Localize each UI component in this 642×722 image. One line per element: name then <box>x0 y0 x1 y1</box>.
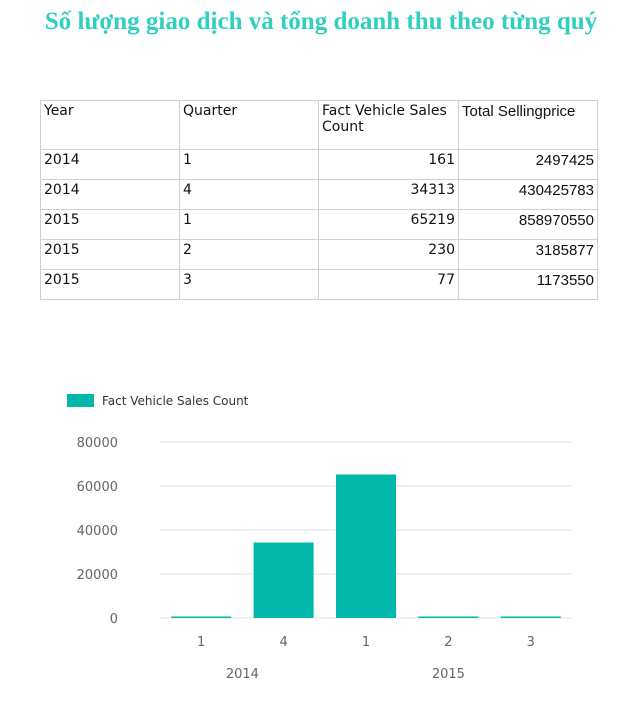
table-row: 2015 3 77 1173550 <box>40 269 598 300</box>
bar[interactable] <box>336 474 396 618</box>
table-header-row: Year Quarter Fact Vehicle Sales Count To… <box>40 100 598 150</box>
x-tick-label: 4 <box>279 635 287 650</box>
cell-total-sellingprice: 1173550 <box>458 269 598 300</box>
cell-quarter: 1 <box>179 149 319 180</box>
page-title: Số lượng giao dịch và tổng doanh thu the… <box>44 8 598 35</box>
y-tick-label: 80000 <box>77 436 118 451</box>
cell-year: 2015 <box>40 239 180 270</box>
legend-label: Fact Vehicle Sales Count <box>102 394 249 408</box>
bar[interactable] <box>253 542 314 618</box>
y-tick-label: 60000 <box>77 480 118 495</box>
cell-year: 2014 <box>40 149 180 180</box>
x-tick-label: 1 <box>197 635 205 650</box>
cell-quarter: 1 <box>179 209 319 240</box>
cell-sales-count: 161 <box>318 149 459 180</box>
bar-chart: Fact Vehicle Sales Count 0 20000 40000 6000… <box>67 394 572 682</box>
cell-quarter: 3 <box>179 269 319 300</box>
x-tick-label: 2 <box>444 635 452 650</box>
cell-quarter: 4 <box>179 179 319 210</box>
cell-sales-count: 230 <box>318 239 459 270</box>
table-row: 2015 2 230 3185877 <box>40 239 598 270</box>
x-group-label: 2015 <box>432 667 465 682</box>
y-tick-label: 0 <box>110 612 118 627</box>
data-table: Year Quarter Fact Vehicle Sales Count To… <box>40 100 598 300</box>
table-row: 2014 4 34313 430425783 <box>40 179 598 210</box>
cell-total-sellingprice: 3185877 <box>458 239 598 270</box>
x-tick-label: 3 <box>527 635 535 650</box>
chart-legend[interactable]: Fact Vehicle Sales Count <box>67 394 249 408</box>
cell-total-sellingprice: 430425783 <box>458 179 598 210</box>
table-row: 2015 1 65219 858970550 <box>40 209 598 240</box>
cell-year: 2015 <box>40 209 180 240</box>
bar[interactable] <box>171 616 232 619</box>
cell-total-sellingprice: 2497425 <box>458 149 598 180</box>
cell-year: 2015 <box>40 269 180 300</box>
bar[interactable] <box>500 616 561 619</box>
x-group-label: 2014 <box>226 667 259 682</box>
cell-sales-count: 34313 <box>318 179 459 210</box>
y-tick-label: 40000 <box>77 524 118 539</box>
legend-swatch <box>67 394 94 407</box>
cell-quarter: 2 <box>179 239 319 270</box>
cell-year: 2014 <box>40 179 180 210</box>
x-tick-label: 1 <box>362 635 370 650</box>
bar[interactable] <box>418 616 479 619</box>
column-header-total-sellingprice[interactable]: Total Sellingprice <box>458 100 598 150</box>
column-header-year[interactable]: Year <box>40 100 180 150</box>
cell-sales-count: 65219 <box>318 209 459 240</box>
cell-sales-count: 77 <box>318 269 459 300</box>
column-header-quarter[interactable]: Quarter <box>179 100 319 150</box>
y-tick-label: 20000 <box>77 568 118 583</box>
column-header-sales-count[interactable]: Fact Vehicle Sales Count <box>318 100 459 150</box>
table-row: 2014 1 161 2497425 <box>40 149 598 180</box>
cell-total-sellingprice: 858970550 <box>458 209 598 240</box>
